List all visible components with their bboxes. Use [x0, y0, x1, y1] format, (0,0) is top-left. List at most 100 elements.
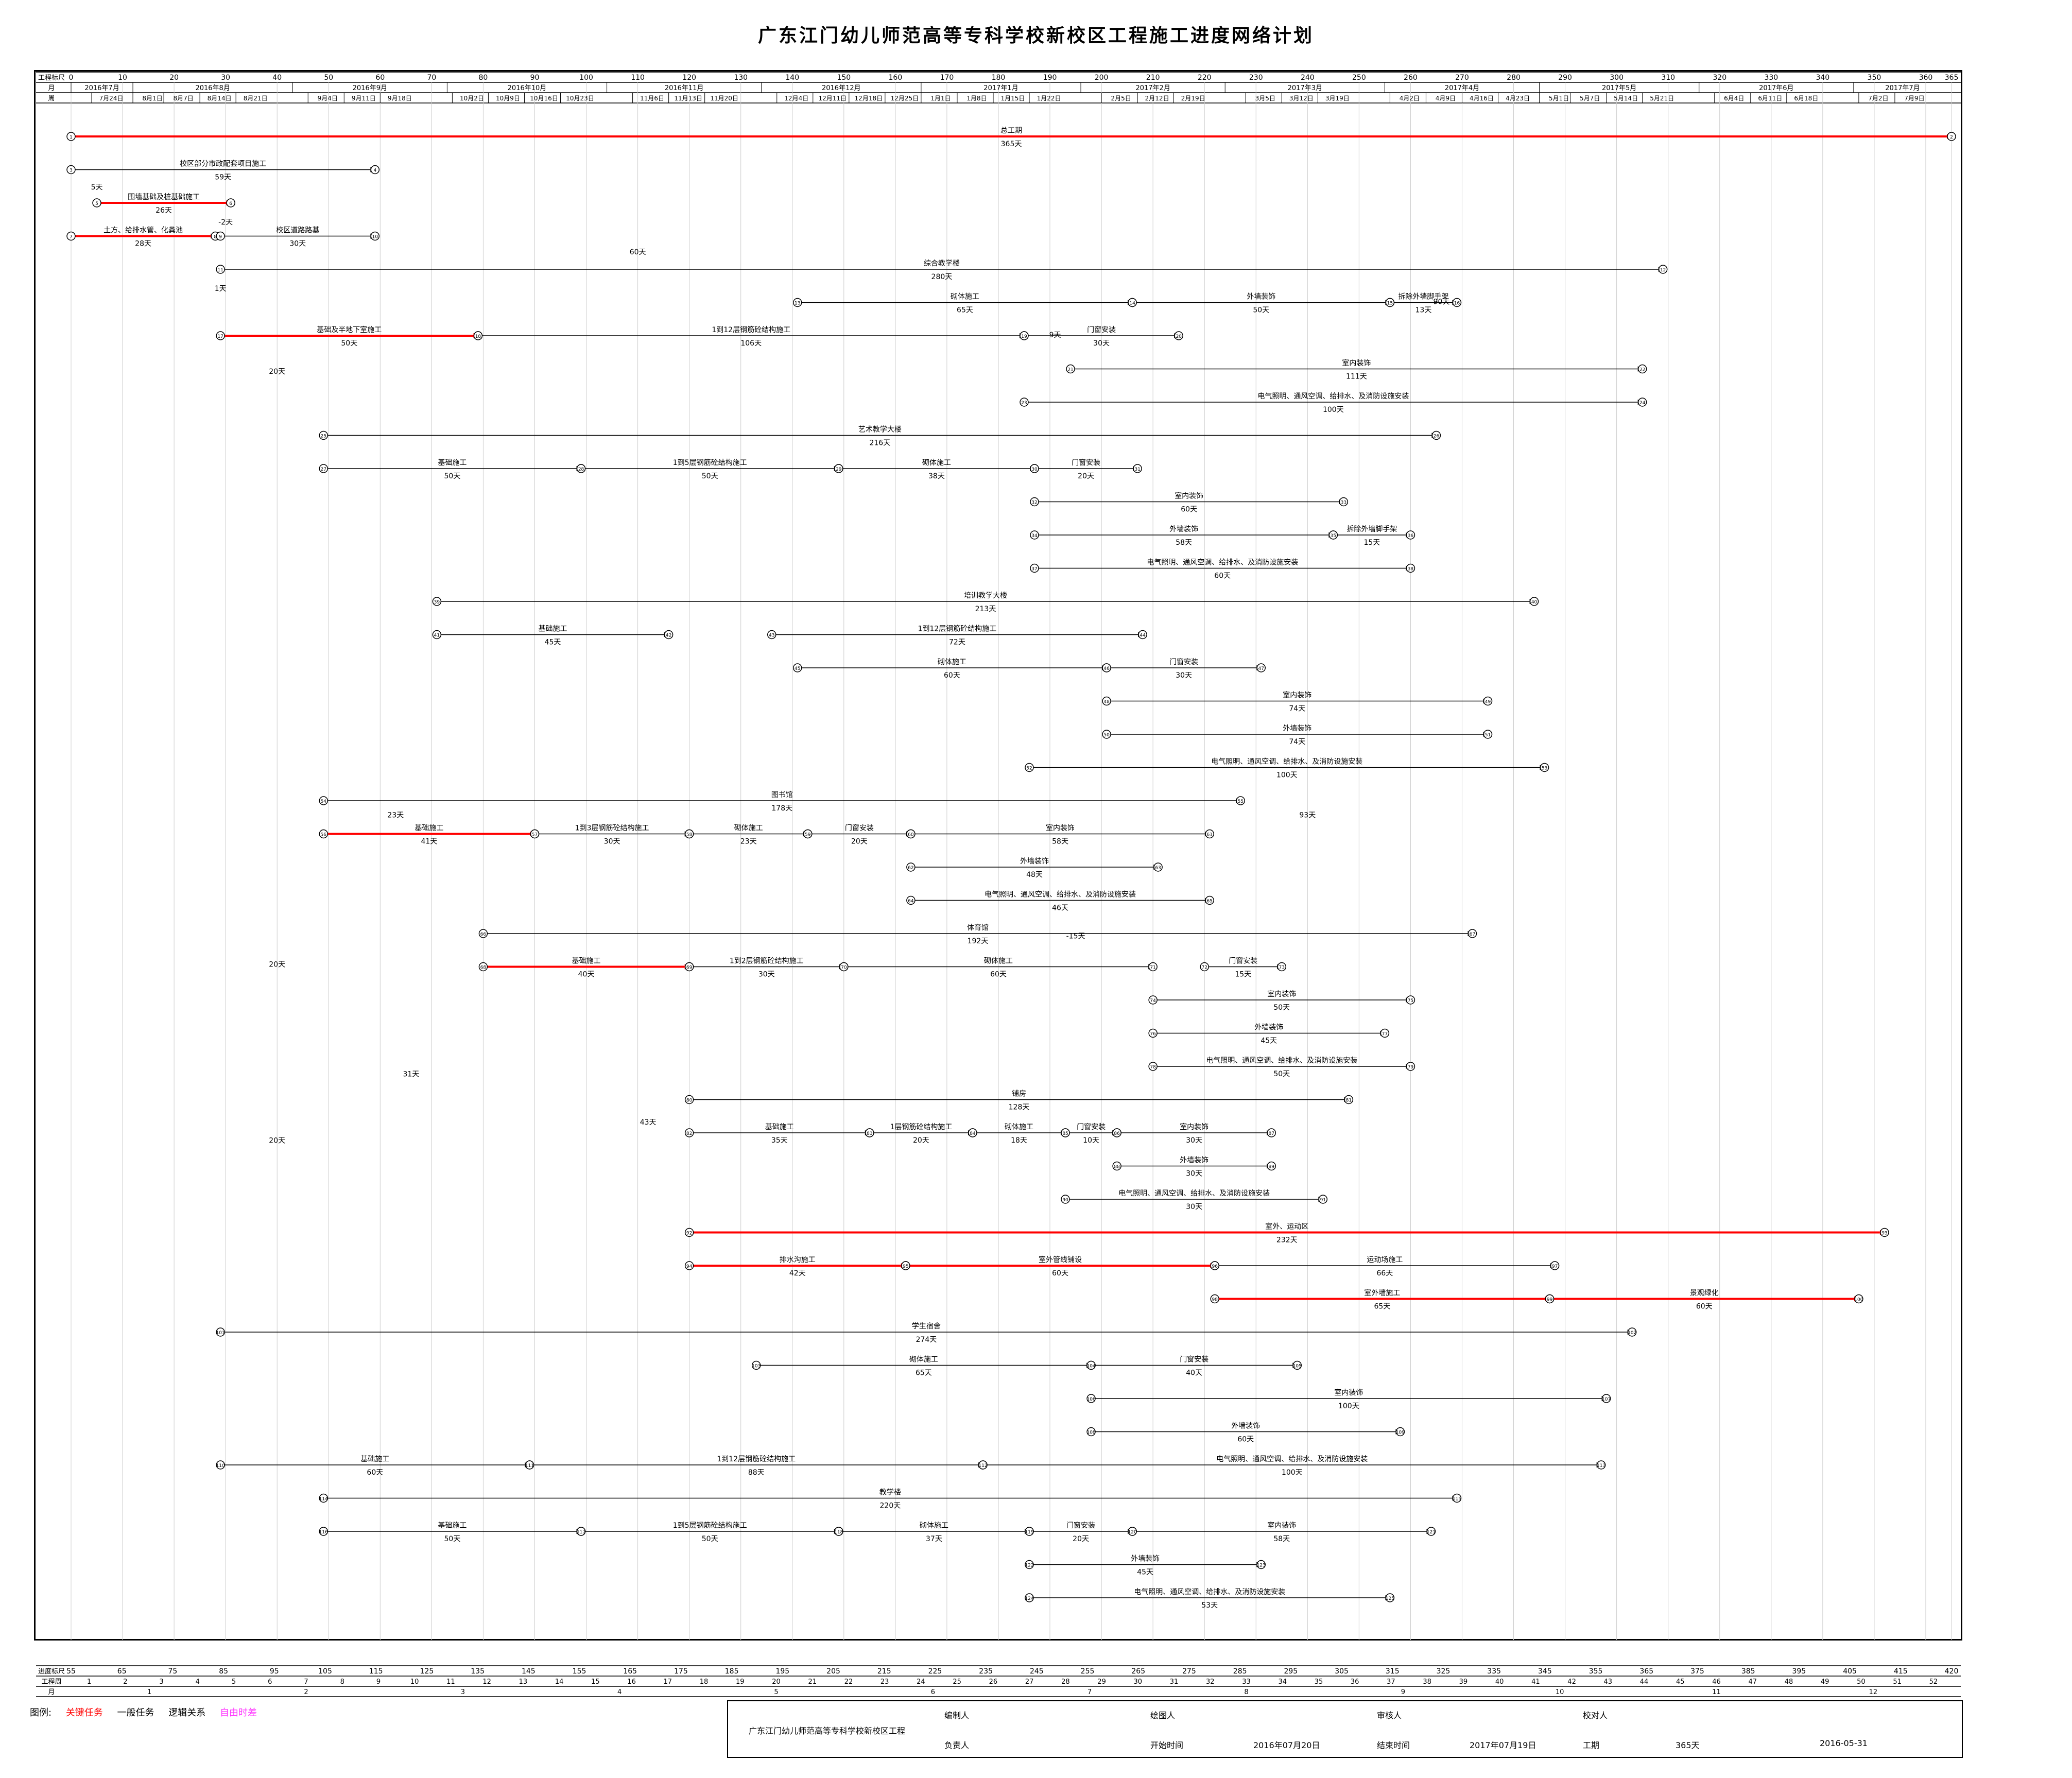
week-label: 4月2日: [1400, 95, 1420, 102]
activity-duration: 88天: [748, 1469, 765, 1477]
footer-tick-label: 315: [1386, 1667, 1400, 1676]
activity-duration: 30天: [1186, 1136, 1202, 1145]
day-tick-label: 360: [1919, 74, 1933, 82]
activity-duration: 74天: [1289, 738, 1305, 746]
event-node: [432, 630, 442, 640]
event-node-number: 21: [1067, 368, 1073, 373]
footer-tick-label: 285: [1233, 1667, 1247, 1676]
plan-date: 2016-05-31: [1820, 1738, 1868, 1748]
day-tick-label: 180: [992, 74, 1006, 82]
activity-name: 拆除外墙脚手架: [1398, 293, 1448, 301]
day-tick-label: 150: [837, 74, 851, 82]
event-node: [1339, 497, 1349, 507]
event-node: [1086, 1394, 1096, 1403]
legend-float: 自由时差: [220, 1707, 257, 1718]
activity-duration: 40天: [578, 971, 595, 979]
event-node: [901, 1261, 910, 1270]
event-node: [576, 464, 586, 473]
activity-duration: 30天: [1176, 671, 1192, 680]
event-node-number: 113: [1597, 1463, 1605, 1469]
activity-duration: 50天: [702, 472, 718, 480]
activity-name: 艺术教学大楼: [858, 426, 902, 434]
footer-week-label: 15: [591, 1678, 600, 1686]
activity-name: 1到5层钢筋砼结构施工: [673, 458, 747, 467]
activity-name: 校区部分市政配套项目施工: [180, 160, 266, 168]
event-node-number: 87: [1269, 1131, 1274, 1136]
event-node-number: 70: [841, 965, 847, 971]
event-node-number: 37: [1031, 567, 1037, 572]
footer-tick-label: 405: [1843, 1667, 1857, 1676]
footer-week-label: 4: [196, 1678, 200, 1686]
footer-week-label: 18: [700, 1678, 709, 1686]
duration-label: 工期: [1583, 1740, 1600, 1750]
header-row-label: 月: [48, 84, 55, 92]
event-node-number: 72: [1201, 965, 1207, 971]
week-label: 8月1日: [142, 95, 162, 102]
activity-duration: 60天: [1237, 1436, 1254, 1444]
week-label: 5月14日: [1614, 95, 1638, 102]
activity-name: 电气照明、通风空调、给排水、及消防设施安装: [1257, 392, 1409, 401]
week-label: 6月18日: [1794, 95, 1818, 102]
week-label: 10月9日: [496, 95, 520, 102]
week-label: 11月6日: [640, 95, 664, 102]
event-node: [1947, 132, 1956, 141]
activity-duration: 53天: [1201, 1601, 1218, 1610]
event-node: [216, 265, 225, 274]
week-label: 3月19日: [1325, 95, 1350, 102]
event-node-number: 14: [1129, 301, 1135, 306]
footer-month-label: 9: [1401, 1688, 1405, 1696]
event-node-number: 115: [1453, 1497, 1461, 1502]
activity-name: 砌体施工: [938, 658, 966, 666]
activity-duration: 46天: [1052, 904, 1068, 912]
event-node: [1020, 331, 1029, 340]
event-node-number: 6: [229, 201, 232, 206]
activity-duration: 50天: [444, 1535, 460, 1543]
event-node-number: 27: [321, 467, 326, 472]
event-node-number: 124: [1025, 1596, 1033, 1601]
footer-week-label: 27: [1025, 1678, 1034, 1686]
event-node: [1658, 265, 1668, 274]
activity-duration: 280天: [931, 273, 953, 281]
week-label: 5月1日: [1549, 95, 1569, 102]
event-node-number: 73: [1279, 965, 1285, 971]
event-node-number: 88: [1114, 1165, 1120, 1170]
week-label: 7月2日: [1868, 95, 1888, 102]
event-node: [1030, 464, 1039, 473]
footer-tick-label: 225: [928, 1667, 942, 1676]
event-node-number: 71: [1150, 965, 1155, 971]
footer-week-label: 30: [1134, 1678, 1143, 1686]
event-node: [803, 829, 813, 839]
footer-tick-label: 125: [420, 1667, 434, 1676]
day-tick-label: 350: [1868, 74, 1881, 82]
activity-duration: 35天: [771, 1136, 788, 1145]
event-node: [1256, 663, 1266, 672]
activity-duration: 58天: [1052, 838, 1068, 846]
legend-label: 图例:: [30, 1707, 52, 1718]
footer-week-label: 25: [953, 1678, 961, 1686]
day-tick-label: 270: [1455, 74, 1469, 82]
event-node: [1030, 497, 1039, 507]
event-node-number: 84: [970, 1131, 976, 1136]
footer-month-label: 3: [461, 1688, 465, 1696]
event-node: [1148, 962, 1158, 972]
event-node-number: 120: [1128, 1530, 1137, 1535]
activity-duration: 30天: [1186, 1170, 1202, 1178]
event-node: [1066, 364, 1075, 374]
event-node: [793, 298, 802, 307]
week-label: 9月4日: [318, 95, 338, 102]
day-tick-label: 110: [631, 74, 645, 82]
event-node: [906, 895, 916, 905]
footer-month-label: 12: [1869, 1688, 1878, 1696]
event-node-number: 55: [1238, 799, 1244, 804]
month-label: 2016年9月: [353, 84, 387, 92]
activity-duration: 10天: [1083, 1136, 1099, 1145]
week-label: 1月8日: [966, 95, 987, 102]
event-node-number: 117: [577, 1530, 585, 1535]
start-label: 开始时间: [1150, 1740, 1184, 1750]
week-label: 2月12日: [1145, 95, 1169, 102]
footer-week-label: 45: [1676, 1678, 1685, 1686]
footer-week-label: 14: [555, 1678, 564, 1686]
footer-week-label: 2: [123, 1678, 127, 1686]
event-node: [216, 1460, 225, 1470]
event-node: [1133, 464, 1142, 473]
